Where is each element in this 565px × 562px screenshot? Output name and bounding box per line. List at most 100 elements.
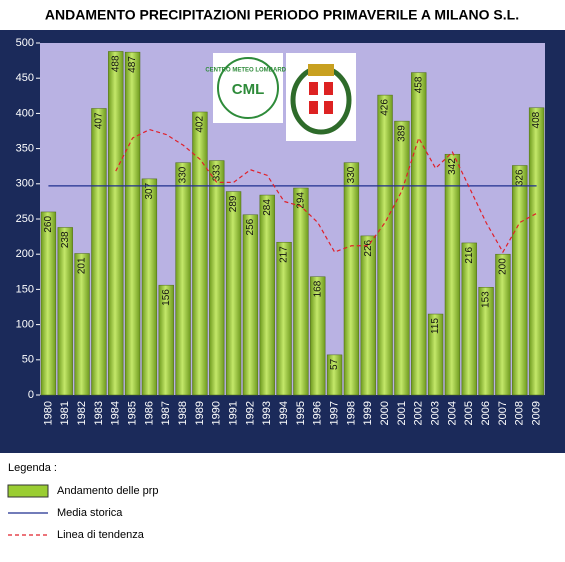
legend-label: Andamento delle prp (57, 485, 159, 497)
x-tick-label: 1981 (59, 401, 71, 425)
data-label: 307 (144, 182, 155, 199)
data-label: 342 (447, 158, 458, 175)
logo-text: CENTRO METEO LOMBARDO (205, 68, 291, 74)
y-tick-label: 350 (16, 143, 34, 155)
x-tick-label: 2005 (463, 401, 475, 425)
x-tick-label: 1995 (295, 401, 307, 425)
x-tick-label: 1989 (194, 401, 206, 425)
bar (91, 108, 107, 396)
data-label: 168 (312, 280, 323, 297)
x-tick-label: 2000 (379, 401, 391, 425)
x-tick-label: 1987 (160, 401, 172, 425)
x-tick-label: 1996 (312, 401, 324, 425)
x-tick-label: 2004 (446, 401, 458, 425)
x-tick-label: 2007 (497, 401, 509, 425)
x-tick-label: 1997 (328, 401, 340, 425)
x-tick-label: 1992 (244, 401, 256, 425)
x-tick-label: 1980 (42, 401, 54, 425)
bar (158, 284, 174, 396)
data-label: 226 (363, 239, 374, 256)
data-label: 294 (296, 192, 307, 209)
y-tick-label: 400 (16, 107, 34, 119)
data-label: 201 (77, 257, 88, 274)
y-tick-label: 50 (22, 354, 34, 366)
x-tick-label: 1988 (177, 401, 189, 425)
logo-box (213, 53, 283, 123)
bar (512, 165, 528, 396)
x-tick-label: 2006 (480, 401, 492, 425)
bar (192, 111, 208, 396)
x-tick-label: 1984 (110, 401, 122, 425)
data-label: 487 (127, 56, 138, 73)
data-label: 238 (60, 231, 71, 248)
data-label: 408 (531, 111, 542, 128)
data-label: 260 (43, 216, 54, 233)
legend-label: Media storica (57, 507, 123, 519)
bar (242, 214, 259, 396)
bar (57, 227, 73, 396)
y-tick-label: 250 (16, 213, 34, 225)
data-label: 330 (346, 166, 357, 183)
bar (528, 107, 545, 396)
legend-title: Legenda : (8, 462, 57, 474)
data-label: 333 (211, 164, 222, 181)
x-tick-label: 1986 (143, 401, 155, 425)
chart-title: ANDAMENTO PRECIPITAZIONI PERIODO PRIMAVE… (45, 7, 519, 23)
legend-swatch (7, 484, 49, 498)
y-tick-label: 200 (16, 248, 34, 260)
x-tick-label: 2008 (514, 401, 526, 425)
logo-milano (286, 53, 356, 141)
y-tick-label: 500 (16, 37, 34, 49)
legend-label: Linea di tendenza (57, 529, 145, 541)
data-label: 389 (397, 125, 408, 142)
x-tick-label: 1983 (93, 401, 105, 425)
x-tick-label: 1982 (76, 401, 88, 425)
logo-cml: CENTRO METEO LOMBARDO CML (205, 53, 291, 123)
x-tick-label: 2009 (530, 401, 542, 425)
x-tick-label: 2003 (429, 401, 441, 425)
x-tick-label: 1998 (345, 401, 357, 425)
bar (394, 120, 410, 396)
bar (108, 51, 124, 396)
data-label: 488 (110, 55, 121, 72)
bar (141, 178, 158, 396)
bar (411, 72, 427, 396)
logo-ring (217, 57, 279, 119)
bar (40, 211, 57, 396)
x-tick-label: 1985 (126, 401, 138, 425)
bar (343, 162, 360, 396)
bar (225, 191, 242, 396)
bar (124, 51, 141, 396)
data-label: 115 (430, 318, 441, 334)
logo-abbr: CML (232, 81, 265, 98)
data-label: 153 (481, 291, 492, 308)
bar (259, 194, 275, 396)
x-tick-label: 1994 (278, 401, 290, 425)
data-label: 217 (279, 246, 290, 263)
y-tick-label: 300 (16, 178, 34, 190)
y-tick-label: 0 (28, 389, 34, 401)
bar (276, 241, 292, 396)
y-tick-label: 450 (16, 72, 34, 84)
data-label: 426 (380, 99, 391, 116)
data-label: 330 (178, 166, 189, 183)
bar (326, 354, 343, 396)
bar (360, 235, 376, 396)
y-tick-label: 100 (16, 319, 34, 331)
y-tick-label: 150 (16, 283, 34, 295)
x-tick-label: 1990 (211, 401, 223, 425)
data-label: 284 (262, 199, 273, 216)
data-label: 458 (413, 76, 424, 93)
bar (427, 313, 444, 396)
x-tick-label: 1999 (362, 401, 374, 425)
data-label: 402 (195, 116, 206, 133)
bar (495, 253, 511, 396)
data-label: 256 (245, 218, 256, 235)
logo-crown (308, 64, 334, 76)
bar (209, 160, 225, 396)
x-tick-label: 2001 (396, 401, 408, 425)
data-label: 407 (94, 112, 105, 129)
data-label: 289 (228, 195, 239, 212)
data-label: 216 (464, 247, 475, 264)
